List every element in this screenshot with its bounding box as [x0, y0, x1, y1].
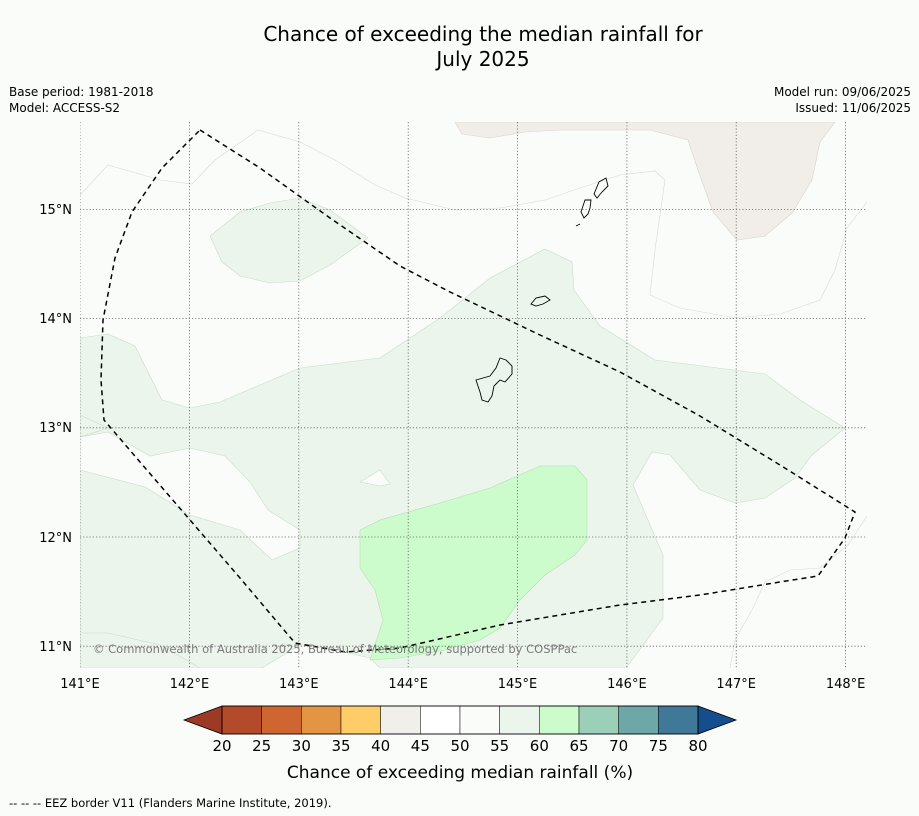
map-plot-area	[80, 122, 867, 668]
eez-legend-text: -- -- -- EEZ border V11 (Flanders Marine…	[9, 796, 331, 810]
lat-tick-label-14: 14°N	[39, 312, 72, 327]
colorbar-tick-label: 50	[450, 737, 469, 755]
lat-tick-labels: 15°N 14°N 13°N 12°N 11°N	[39, 203, 72, 655]
colorbar-segment	[658, 706, 698, 734]
lon-tick-label-143: 143°E	[279, 677, 319, 692]
lon-tick-label-142: 142°E	[170, 677, 210, 692]
colorbar-tick-label: 55	[490, 737, 509, 755]
lon-tick-label-145: 145°E	[498, 677, 538, 692]
colorbar-tick-label: 25	[252, 737, 271, 755]
lon-tick-label-148: 148°E	[826, 677, 866, 692]
colorbar-segment	[420, 706, 460, 734]
colorbar-segment	[262, 706, 302, 734]
colorbar-segment	[500, 706, 540, 734]
colorbar-tick-label: 65	[569, 737, 588, 755]
lat-tick-label-13: 13°N	[39, 421, 72, 436]
colorbar-segment	[222, 706, 262, 734]
colorbar-tick-label: 35	[331, 737, 350, 755]
colorbar-tick-labels: 20 25 30 35 40 45 50 55 60 65 70 75 80	[212, 737, 707, 755]
map-figure: © Commonwealth of Australia 2025, Bureau…	[0, 0, 919, 816]
colorbar-tick-label: 70	[609, 737, 628, 755]
lon-tick-label-146: 146°E	[607, 677, 647, 692]
colorbar-tick-label: 45	[411, 737, 430, 755]
colorbar: 20 25 30 35 40 45 50 55 60 65 70 75 80 Chance of exc…	[184, 706, 736, 783]
lon-tick-label-141: 141°E	[60, 677, 100, 692]
copyright-text: © Commonwealth of Australia 2025, Bureau…	[93, 642, 577, 656]
colorbar-segment	[301, 706, 341, 734]
colorbar-segment	[341, 706, 381, 734]
lon-tick-labels: 141°E 142°E 143°E 144°E 145°E 146°E 147°…	[60, 677, 865, 692]
colorbar-segment	[539, 706, 579, 734]
colorbar-label: Chance of exceeding median rainfall (%)	[287, 763, 633, 783]
colorbar-segment	[579, 706, 619, 734]
colorbar-tick-label: 75	[649, 737, 668, 755]
colorbar-over-arrow	[698, 706, 736, 734]
colorbar-segment	[460, 706, 500, 734]
colorbar-segments	[222, 706, 698, 734]
colorbar-tick-label: 20	[212, 737, 231, 755]
lat-tick-label-11: 11°N	[39, 640, 72, 655]
lat-tick-label-12: 12°N	[39, 531, 72, 546]
lon-tick-label-144: 144°E	[388, 677, 428, 692]
colorbar-tick-label: 80	[688, 737, 707, 755]
lon-tick-label-147: 147°E	[716, 677, 756, 692]
colorbar-segment	[381, 706, 421, 734]
colorbar-under-arrow	[184, 706, 222, 734]
colorbar-tick-label: 60	[530, 737, 549, 755]
colorbar-tick-label: 40	[371, 737, 390, 755]
lat-tick-label-15: 15°N	[39, 203, 72, 218]
colorbar-tick-label: 30	[292, 737, 311, 755]
colorbar-segment	[619, 706, 659, 734]
